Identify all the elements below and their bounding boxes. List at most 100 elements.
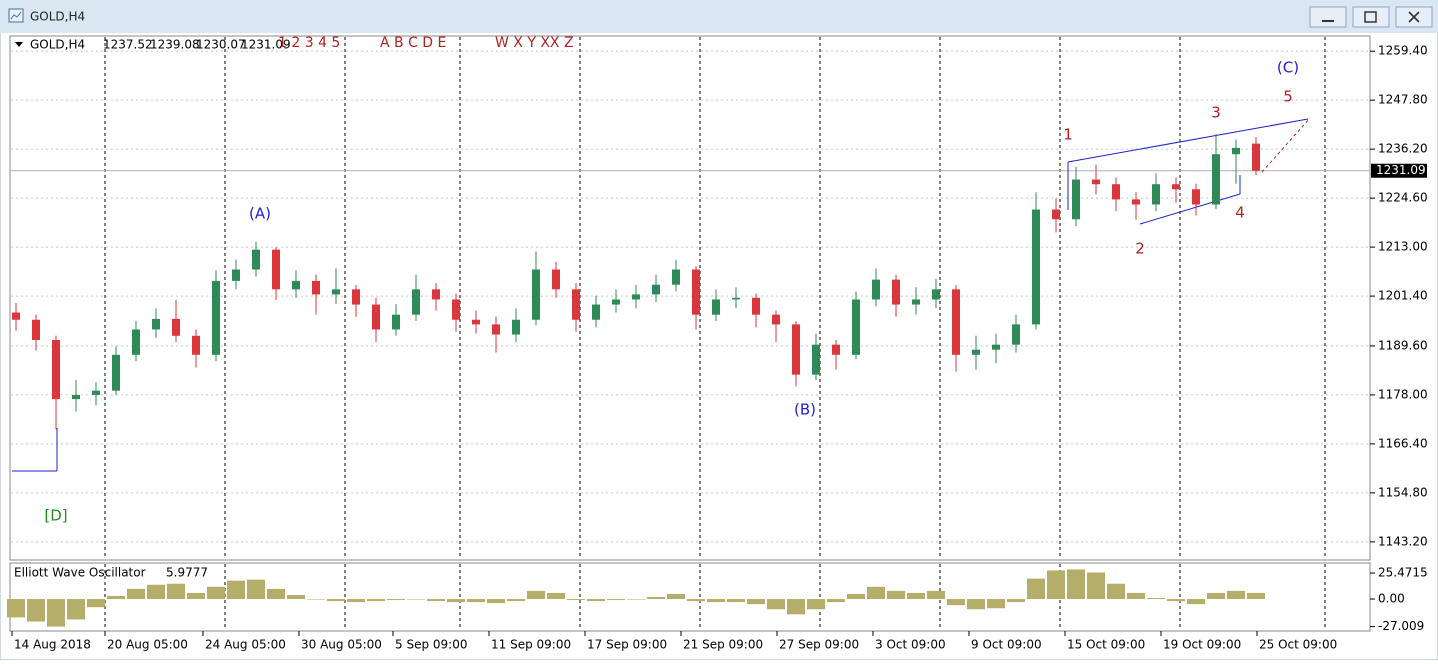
- candle-body: [252, 249, 260, 270]
- candle-body: [672, 269, 680, 285]
- price-pane: [9, 35, 1371, 561]
- osc-bar: [1207, 592, 1225, 600]
- candle-body: [292, 280, 300, 290]
- osc-bar: [607, 599, 625, 601]
- osc-bar: [467, 599, 485, 603]
- quote-low: 1230.07: [196, 38, 246, 52]
- wave-tool[interactable]: A B C D E: [380, 35, 446, 51]
- candle-body: [472, 319, 480, 325]
- wave-label: (B): [794, 401, 816, 419]
- candle-body: [212, 280, 220, 355]
- osc-bar: [387, 599, 405, 601]
- candle-body: [1032, 209, 1040, 325]
- osc-bar: [247, 579, 265, 600]
- wave-tool[interactable]: W X Y XX Z: [495, 35, 574, 51]
- osc-bar: [107, 595, 125, 600]
- y-tick-label: 1247.80: [1378, 93, 1428, 107]
- osc-bar: [187, 592, 205, 600]
- window-buttons[interactable]: [1309, 6, 1433, 28]
- candle-body: [612, 299, 620, 305]
- y-tick-label: 1201.40: [1378, 289, 1428, 303]
- x-tick-label: 15 Oct 09:00: [1067, 638, 1145, 652]
- osc-bar: [927, 590, 945, 600]
- wave-label: (C): [1277, 59, 1299, 77]
- osc-bar: [947, 599, 965, 606]
- y-tick-label: 1213.00: [1378, 240, 1428, 254]
- restore-button[interactable]: [1352, 6, 1390, 28]
- osc-bar: [707, 599, 725, 603]
- candle-body: [552, 269, 560, 290]
- candle-body: [792, 324, 800, 375]
- window-title: GOLD,H4: [30, 10, 85, 24]
- wave-label: [D]: [44, 507, 67, 525]
- trend-line: [1067, 118, 1309, 163]
- price-box: [1371, 163, 1427, 178]
- candle-body: [872, 279, 880, 300]
- osc-bar: [1247, 592, 1265, 600]
- osc-bar: [807, 599, 825, 610]
- candle-body: [192, 335, 200, 355]
- x-tick-label: 24 Aug 05:00: [205, 638, 286, 652]
- candle-body: [952, 289, 960, 355]
- candle-body: [1092, 179, 1100, 185]
- osc-bar: [627, 599, 645, 600]
- wave-tool[interactable]: 1 2 3 4 5: [278, 35, 340, 51]
- candle-body: [932, 289, 940, 300]
- candle-body: [312, 280, 320, 295]
- osc-bar: [1127, 592, 1145, 600]
- osc-bar: [427, 599, 445, 602]
- window-icon: [8, 8, 24, 23]
- osc-bar: [1027, 578, 1045, 600]
- wave-label: 5: [1283, 88, 1293, 106]
- candle-body: [492, 324, 500, 335]
- candle-body: [152, 318, 160, 330]
- candle-body: [632, 294, 640, 300]
- candle-body: [512, 319, 520, 335]
- candle-body: [1212, 154, 1220, 205]
- osc-bar: [667, 593, 685, 600]
- osc-bar: [647, 597, 665, 600]
- osc-bar: [827, 599, 845, 603]
- candle-body: [832, 344, 840, 355]
- y-tick-label: 1178.00: [1378, 387, 1428, 401]
- candle-body: [352, 289, 360, 305]
- osc-bar: [147, 584, 165, 600]
- x-tick-label: 14 Aug 2018: [14, 638, 91, 652]
- candle-body: [432, 289, 440, 300]
- y-tick-label: 1189.60: [1378, 338, 1428, 352]
- osc-bar: [167, 583, 185, 600]
- osc-bar: [887, 590, 905, 600]
- osc-bar: [207, 586, 225, 600]
- osc-bar: [587, 599, 605, 602]
- osc-bar: [547, 592, 565, 600]
- osc-bar: [407, 599, 425, 600]
- osc-bar: [1167, 599, 1185, 602]
- candle-body: [1192, 189, 1200, 205]
- osc-bar: [767, 599, 785, 610]
- title-bar: [0, 0, 1438, 33]
- trend-line: [1139, 193, 1241, 225]
- candle-body: [772, 314, 780, 325]
- candle-body: [1172, 184, 1180, 190]
- minimize-button[interactable]: [1309, 6, 1347, 28]
- osc-bar: [1047, 570, 1065, 600]
- candle-body: [1112, 184, 1120, 200]
- osc-bar: [487, 599, 505, 604]
- candle-body: [332, 289, 340, 295]
- osc-bar: [267, 588, 285, 600]
- candle-body: [712, 299, 720, 315]
- osc-bar: [747, 599, 765, 605]
- candle-body: [692, 269, 700, 315]
- dropdown-arrow[interactable]: [15, 42, 23, 47]
- candle-body: [12, 312, 20, 320]
- candle-body: [392, 314, 400, 330]
- candle-body: [112, 354, 120, 391]
- osc-bar: [507, 599, 525, 602]
- x-tick-label: 5 Sep 09:00: [395, 638, 467, 652]
- candle-body: [1072, 179, 1080, 220]
- candle-body: [92, 390, 100, 395]
- symbol-label: GOLD,H4: [30, 38, 85, 52]
- x-tick-label: 21 Sep 09:00: [683, 638, 763, 652]
- osc-bar: [787, 599, 805, 615]
- candle-body: [912, 299, 920, 305]
